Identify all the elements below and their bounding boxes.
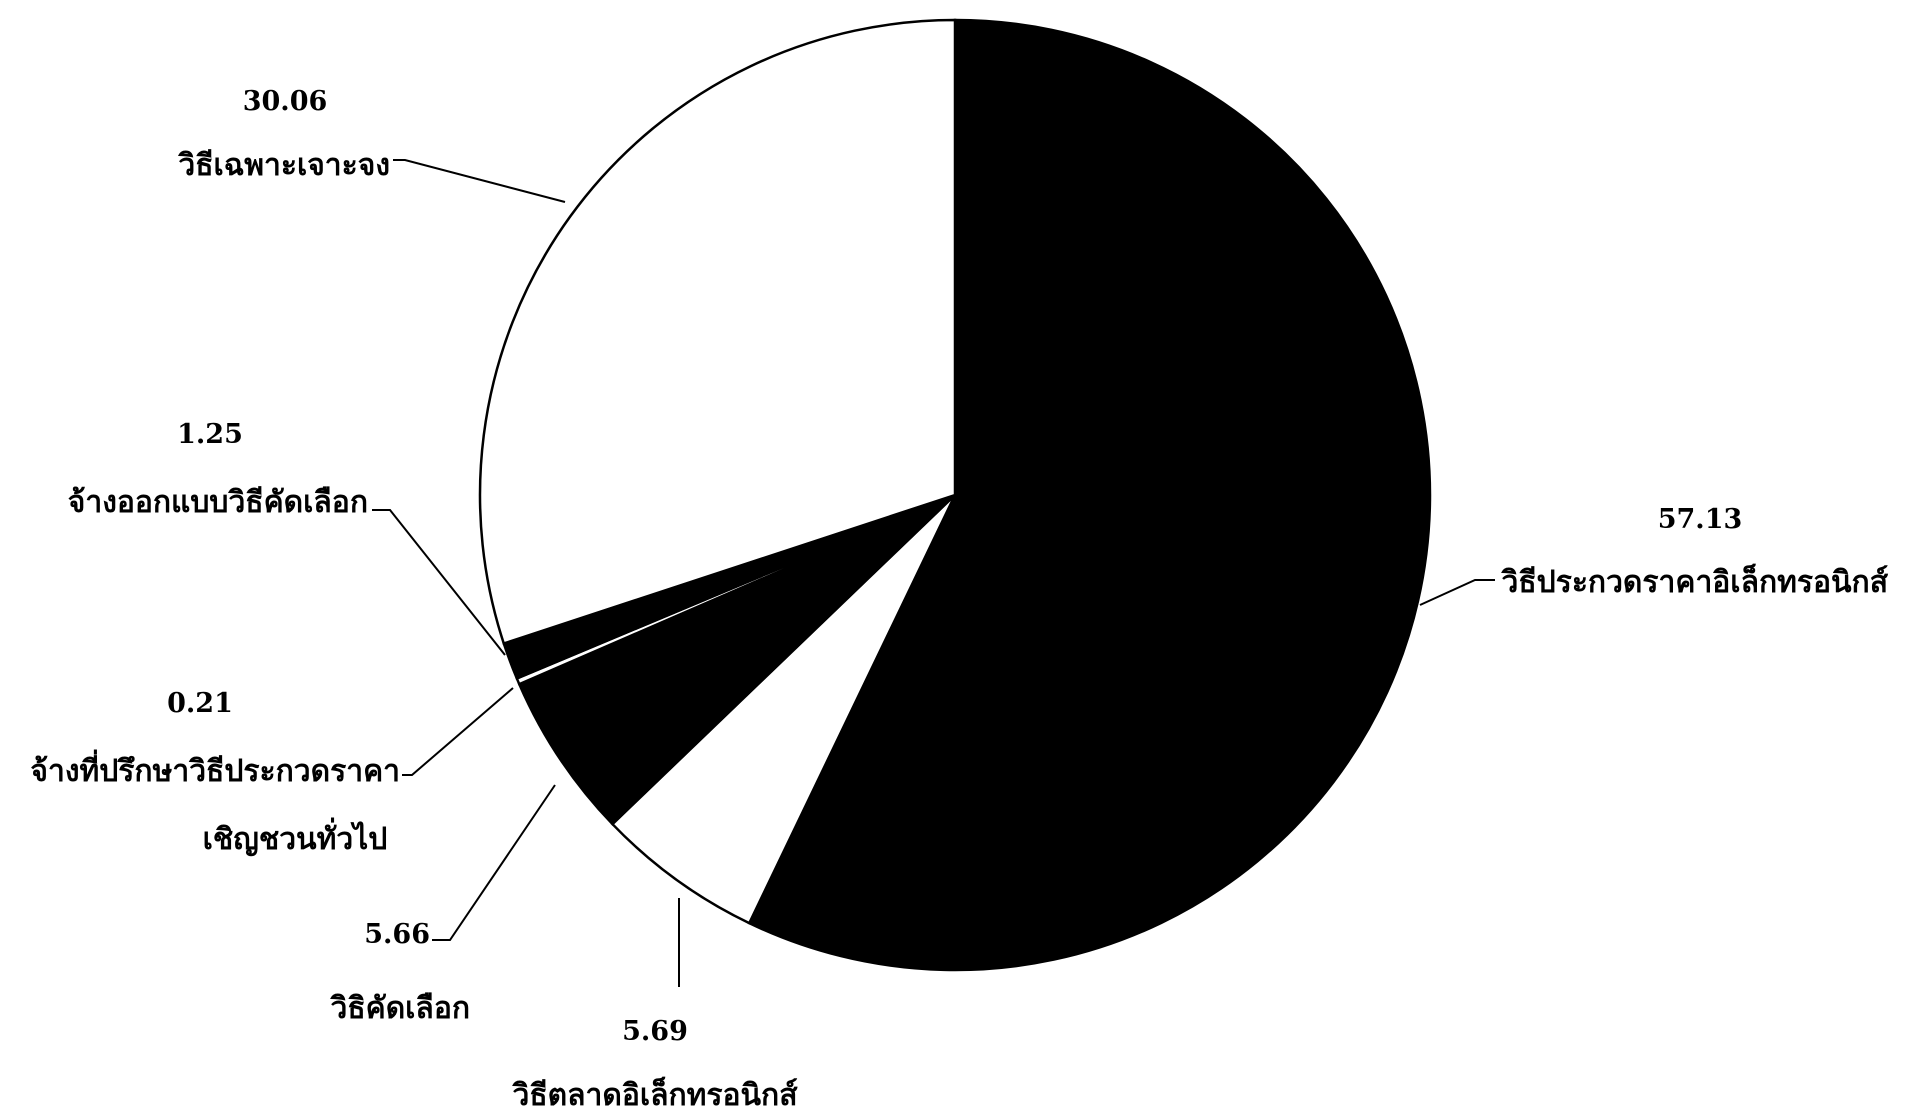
leader-line-3 (432, 784, 556, 941)
slice-value-label-5: 1.25 (177, 419, 243, 450)
pie-slice-2 (610, 494, 957, 925)
slice-category-label-2: วิธีตลาดอิเล็กทรอนิกส์ (511, 1076, 798, 1113)
slice-category-label-6: วิธีเฉพาะเจาะจง (177, 148, 390, 183)
slice-value-label-3: 5.66 (364, 919, 430, 950)
pie-slice-6 (478, 18, 957, 646)
slice-category-label-4-line-1: จ้างที่ปรึกษาวิธีประกวดราคา (30, 749, 400, 789)
slice-labels: 57.13 วิธีประกวดราคาอิเล็กทรอนิกส์ 5.69 วิธ… (30, 86, 1888, 1113)
leader-line-1 (1419, 579, 1495, 606)
slice-category-label-1: วิธีประกวดราคาอิเล็กทรอนิกส์ (1500, 563, 1888, 600)
pie-slice-3 (517, 493, 956, 826)
pie-slice-1 (747, 18, 1432, 972)
leader-line-6 (393, 159, 566, 203)
slice-category-label-5: จ้างออกแบบวิธีคัดเลือก (68, 485, 368, 520)
slice-value-label-1: 57.13 (1658, 504, 1743, 535)
slice-value-label-4: 0.21 (167, 688, 233, 719)
pie-slices (478, 18, 1432, 972)
slice-category-label-3: วิธิคัดเลือก (329, 991, 470, 1026)
slice-value-label-6: 30.06 (243, 86, 328, 117)
leader-lines (372, 159, 1495, 987)
slice-value-label-2: 5.69 (622, 1016, 688, 1047)
leader-line-5 (372, 509, 506, 656)
slice-category-label-4-line-2: เชิญชวนทั่วไป (203, 817, 388, 857)
leader-line-4 (402, 687, 514, 776)
